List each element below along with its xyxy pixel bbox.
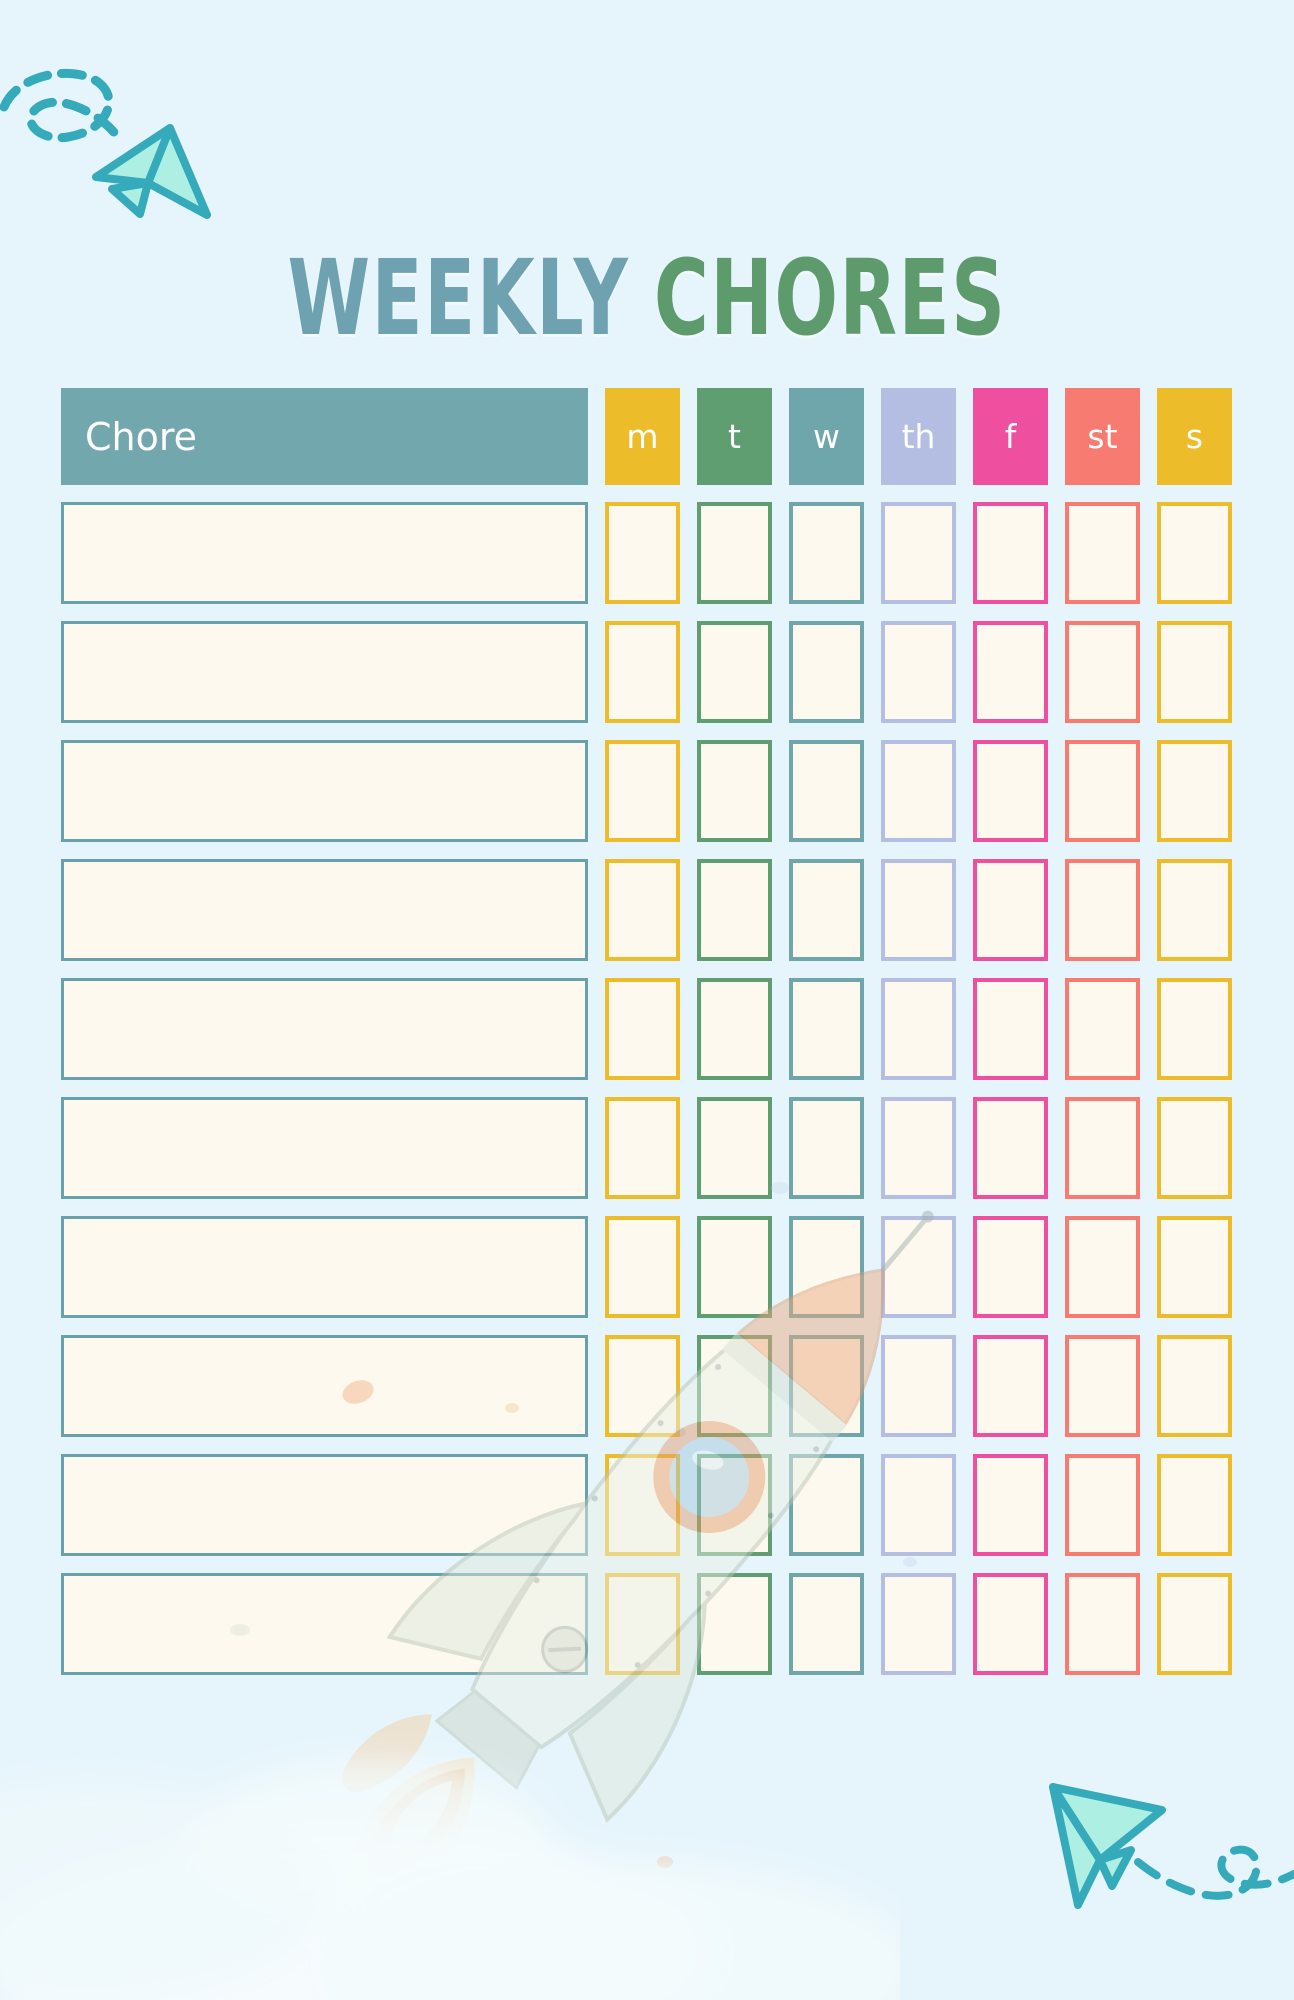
chore-name-box-row4[interactable]: [61, 859, 588, 961]
checkbox-w-row3[interactable]: [789, 740, 864, 842]
checkbox-m-row7[interactable]: [605, 1216, 680, 1318]
checkbox-m-row4[interactable]: [605, 859, 680, 961]
checkbox-st-row8[interactable]: [1065, 1335, 1140, 1437]
chore-name-box-row8[interactable]: [61, 1335, 588, 1437]
day-header-w: w: [789, 388, 864, 485]
checkbox-st-row4[interactable]: [1065, 859, 1140, 961]
checkbox-th-row3[interactable]: [881, 740, 956, 842]
checkbox-f-row8[interactable]: [973, 1335, 1048, 1437]
checkbox-st-row10[interactable]: [1065, 1573, 1140, 1675]
checkbox-w-row5[interactable]: [789, 978, 864, 1080]
chore-name-box-row2[interactable]: [61, 621, 588, 723]
checkbox-t-row8[interactable]: [697, 1335, 772, 1437]
checkbox-th-row2[interactable]: [881, 621, 956, 723]
checkbox-th-row8[interactable]: [881, 1335, 956, 1437]
checkbox-th-row10[interactable]: [881, 1573, 956, 1675]
checkbox-w-row6[interactable]: [789, 1097, 864, 1199]
checkbox-s-row10[interactable]: [1157, 1573, 1232, 1675]
chore-name-box-row6[interactable]: [61, 1097, 588, 1199]
checkbox-t-row3[interactable]: [697, 740, 772, 842]
chore-name-box-row3[interactable]: [61, 740, 588, 842]
chore-table: Chore m t w th f st s: [61, 388, 1232, 1675]
checkbox-w-row9[interactable]: [789, 1454, 864, 1556]
day-header-st: st: [1065, 388, 1140, 485]
checkbox-th-row5[interactable]: [881, 978, 956, 1080]
checkbox-w-row8[interactable]: [789, 1335, 864, 1437]
checkbox-t-row7[interactable]: [697, 1216, 772, 1318]
checkbox-f-row9[interactable]: [973, 1454, 1048, 1556]
checkbox-s-row9[interactable]: [1157, 1454, 1232, 1556]
checkbox-st-row2[interactable]: [1065, 621, 1140, 723]
checkbox-w-row10[interactable]: [789, 1573, 864, 1675]
checkbox-st-row3[interactable]: [1065, 740, 1140, 842]
checkbox-m-row5[interactable]: [605, 978, 680, 1080]
checkbox-f-row3[interactable]: [973, 740, 1048, 842]
checkbox-s-row6[interactable]: [1157, 1097, 1232, 1199]
checkbox-m-row1[interactable]: [605, 502, 680, 604]
chore-name-box-row1[interactable]: [61, 502, 588, 604]
chore-name-box-row10[interactable]: [61, 1573, 588, 1675]
checkbox-f-row5[interactable]: [973, 978, 1048, 1080]
checkbox-s-row7[interactable]: [1157, 1216, 1232, 1318]
checkbox-th-row9[interactable]: [881, 1454, 956, 1556]
checkbox-t-row9[interactable]: [697, 1454, 772, 1556]
checkbox-t-row1[interactable]: [697, 502, 772, 604]
checkbox-t-row5[interactable]: [697, 978, 772, 1080]
cloud-illustration: [0, 1760, 900, 2000]
checkbox-st-row5[interactable]: [1065, 978, 1140, 1080]
title-weekly: WEEKLY: [287, 237, 630, 359]
day-header-f: f: [973, 388, 1048, 485]
checkbox-s-row3[interactable]: [1157, 740, 1232, 842]
checkbox-f-row2[interactable]: [973, 621, 1048, 723]
checkbox-st-row1[interactable]: [1065, 502, 1140, 604]
checkbox-f-row1[interactable]: [973, 502, 1048, 604]
paper-plane-icon: [0, 68, 211, 219]
checkbox-w-row4[interactable]: [789, 859, 864, 961]
checkbox-t-row6[interactable]: [697, 1097, 772, 1199]
day-header-m: m: [605, 388, 680, 485]
checkbox-t-row4[interactable]: [697, 859, 772, 961]
checkbox-m-row9[interactable]: [605, 1454, 680, 1556]
checkbox-f-row6[interactable]: [973, 1097, 1048, 1199]
checkbox-s-row8[interactable]: [1157, 1335, 1232, 1437]
checkbox-th-row1[interactable]: [881, 502, 956, 604]
chore-name-box-row7[interactable]: [61, 1216, 588, 1318]
checkbox-m-row2[interactable]: [605, 621, 680, 723]
checkbox-th-row7[interactable]: [881, 1216, 956, 1318]
checkbox-st-row9[interactable]: [1065, 1454, 1140, 1556]
chore-name-box-row9[interactable]: [61, 1454, 588, 1556]
checkbox-f-row10[interactable]: [973, 1573, 1048, 1675]
paper-plane-icon: [1049, 1783, 1294, 1909]
checkbox-w-row7[interactable]: [789, 1216, 864, 1318]
day-header-t: t: [697, 388, 772, 485]
checkbox-st-row7[interactable]: [1065, 1216, 1140, 1318]
checkbox-f-row4[interactable]: [973, 859, 1048, 961]
checkbox-t-row2[interactable]: [697, 621, 772, 723]
checkbox-f-row7[interactable]: [973, 1216, 1048, 1318]
page-title: WEEKLY CHORES: [181, 237, 1113, 359]
checkbox-m-row3[interactable]: [605, 740, 680, 842]
checkbox-w-row1[interactable]: [789, 502, 864, 604]
checkbox-st-row6[interactable]: [1065, 1097, 1140, 1199]
day-header-th: th: [881, 388, 956, 485]
checkbox-th-row4[interactable]: [881, 859, 956, 961]
chore-name-box-row5[interactable]: [61, 978, 588, 1080]
checkbox-s-row2[interactable]: [1157, 621, 1232, 723]
checkbox-m-row10[interactable]: [605, 1573, 680, 1675]
title-chores: CHORES: [653, 237, 1007, 359]
chore-column-header: Chore: [61, 388, 588, 485]
checkbox-th-row6[interactable]: [881, 1097, 956, 1199]
checkbox-s-row1[interactable]: [1157, 502, 1232, 604]
day-header-s: s: [1157, 388, 1232, 485]
checkbox-m-row6[interactable]: [605, 1097, 680, 1199]
checkbox-t-row10[interactable]: [697, 1573, 772, 1675]
checkbox-s-row4[interactable]: [1157, 859, 1232, 961]
checkbox-s-row5[interactable]: [1157, 978, 1232, 1080]
checkbox-m-row8[interactable]: [605, 1335, 680, 1437]
checkbox-w-row2[interactable]: [789, 621, 864, 723]
